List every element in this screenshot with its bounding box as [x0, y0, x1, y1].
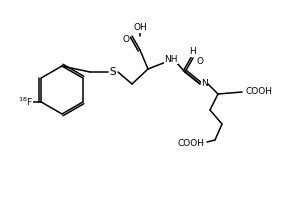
Text: H: H	[190, 47, 196, 57]
Text: S: S	[110, 67, 116, 77]
Text: NH: NH	[164, 55, 178, 63]
Text: $^{18}$F: $^{18}$F	[18, 96, 33, 108]
Text: COOH: COOH	[245, 87, 272, 97]
Text: O: O	[197, 58, 203, 66]
Text: OH: OH	[133, 23, 147, 33]
Text: N: N	[201, 80, 208, 88]
Text: O: O	[123, 36, 129, 44]
Text: COOH: COOH	[178, 140, 205, 148]
